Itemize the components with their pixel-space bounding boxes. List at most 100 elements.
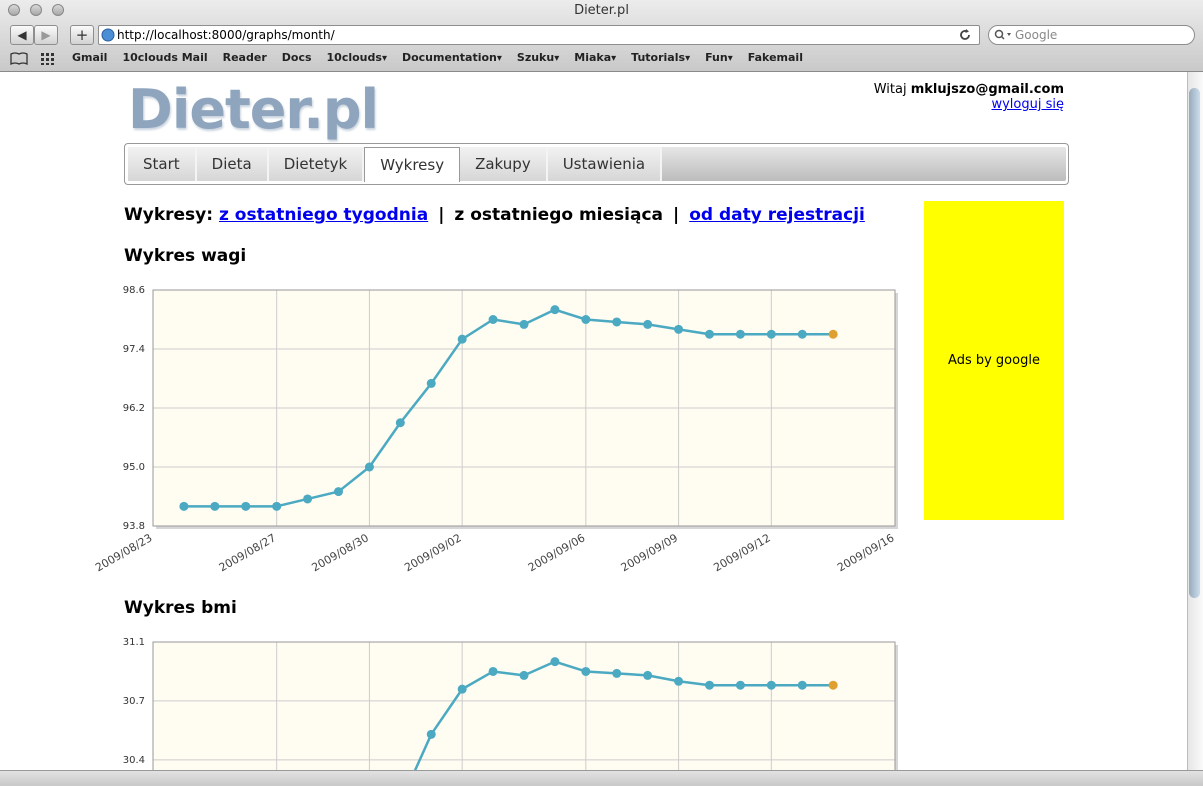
data-point — [705, 680, 714, 690]
x-tick-label: 2009/09/02 — [402, 531, 463, 574]
y-tick-label: 98.6 — [123, 285, 145, 296]
data-point — [241, 501, 251, 511]
nav-tab[interactable]: Start — [128, 147, 197, 181]
graphs-menu-label: Wykresy: — [124, 205, 214, 225]
bookmark[interactable]: Tutorials — [631, 51, 690, 64]
range-link[interactable]: z ostatniego tygodnia — [218, 205, 429, 225]
data-point — [519, 670, 529, 680]
bookmark[interactable]: Docs — [281, 51, 312, 64]
url-field[interactable]: http://localhost:8000/graphs/month/ — [98, 25, 980, 45]
close-button[interactable] — [8, 4, 20, 16]
search-icon — [994, 29, 1011, 40]
data-line — [413, 660, 834, 770]
separator: | — [673, 205, 680, 225]
charts: Wykres wagi 93.8 95.0 96.2 97.4 98.6 2009/08/2… — [93, 246, 898, 770]
scroll-thumb[interactable] — [1189, 88, 1200, 598]
nav-tab[interactable]: Dieta — [196, 147, 269, 181]
data-point — [797, 680, 807, 690]
x-tick-label: 2009/09/09 — [619, 531, 680, 574]
bookmark[interactable]: Gmail — [72, 51, 108, 64]
data-point — [766, 329, 776, 339]
nav-tab[interactable]: Zakupy — [460, 147, 548, 181]
forward-button[interactable]: ▶ — [34, 25, 58, 45]
data-point — [303, 494, 313, 504]
x-tick-label: 2009/08/27 — [217, 531, 278, 574]
minimize-button[interactable] — [30, 4, 42, 16]
nav-tab[interactable]: Dietetyk — [268, 147, 365, 181]
logout-link[interactable]: wyloguj się — [991, 97, 1064, 112]
plot-border — [152, 289, 896, 527]
y-tick-label: 97.4 — [123, 344, 145, 355]
y-tick-label: 30.4 — [123, 755, 145, 766]
current-range: z ostatniego miesiąca — [454, 205, 664, 225]
search-field[interactable]: Google — [988, 25, 1195, 45]
globe-icon — [101, 28, 115, 42]
user-box: Witaj mklujszo@gmail.com wyloguj się — [874, 82, 1064, 112]
bookmarks-bar: Gmail 10clouds Mail Reader Docs 10clouds Docu… — [72, 51, 803, 64]
data-point — [828, 680, 838, 690]
data-point — [457, 334, 467, 344]
data-point — [272, 501, 282, 511]
nav-tab[interactable]: Ustawienia — [547, 147, 663, 181]
bookmark[interactable]: Fun — [705, 51, 733, 64]
data-point — [612, 668, 622, 678]
logo[interactable]: Dieter.pl — [128, 78, 379, 141]
greeting: Witaj — [873, 82, 907, 97]
bookmark[interactable]: Szuku — [517, 51, 559, 64]
y-tick-label: 93.8 — [123, 521, 145, 532]
data-point — [705, 329, 714, 339]
data-point — [643, 319, 653, 329]
plot-border — [152, 641, 896, 770]
range-link[interactable]: od daty rejestracji — [689, 205, 865, 225]
data-point — [457, 684, 467, 694]
bookmark-icons — [10, 52, 54, 66]
data-point — [519, 319, 529, 329]
nav-bar: Start Dieta Dietetyk Wykresy Zakupy Ustawieni… — [128, 147, 1066, 182]
user-email: mklujszo@gmail.com — [910, 82, 1064, 97]
data-point — [766, 680, 776, 690]
data-point — [581, 315, 591, 324]
data-point — [426, 378, 436, 388]
data-point — [395, 418, 405, 428]
bookmark[interactable]: 10clouds — [327, 51, 387, 64]
data-point — [612, 317, 622, 327]
web-content: Dieter.pl Witaj mklujszo@gmail.com wylog… — [0, 72, 1187, 770]
data-point — [210, 501, 220, 511]
nav-tab[interactable]: Wykresy — [364, 147, 461, 182]
window-title: Dieter.pl — [574, 3, 629, 18]
chart-title: Wykres wagi — [124, 246, 246, 266]
x-tick-label: 2009/09/12 — [711, 531, 772, 574]
back-button[interactable]: ◀ — [10, 25, 34, 45]
data-point — [735, 680, 745, 690]
data-point — [550, 657, 560, 667]
status-bar — [0, 770, 1203, 786]
data-point — [674, 676, 684, 686]
browser-chrome: Dieter.pl ◀ ▶ + http://localhost:8000/gr… — [0, 0, 1203, 72]
data-point — [828, 329, 838, 339]
data-point — [674, 324, 684, 334]
bookmark[interactable]: Miaka — [574, 51, 616, 64]
x-tick-label: 2009/08/30 — [310, 531, 371, 574]
data-point — [488, 315, 498, 324]
data-point — [797, 329, 807, 339]
data-point — [488, 666, 498, 676]
bookmark[interactable]: Documentation — [402, 51, 502, 64]
bookmark[interactable]: Fakemail — [747, 51, 803, 64]
url: http://localhost:8000/graphs/month/ — [117, 28, 335, 42]
zoom-button[interactable] — [52, 4, 64, 16]
reload-icon[interactable] — [958, 28, 972, 42]
data-point — [364, 462, 374, 472]
data-point — [550, 305, 560, 315]
graphs-menu: Wykresy: z ostatniego tygodnia | z ostatni… — [124, 205, 865, 225]
search-placeholder: Google — [1015, 28, 1058, 42]
add-bookmark-button[interactable]: + — [70, 25, 94, 45]
data-point — [643, 670, 653, 680]
bookmark[interactable]: 10clouds Mail — [122, 51, 208, 64]
ad-box[interactable]: Ads by google — [924, 201, 1064, 520]
separator: | — [438, 205, 445, 225]
data-point — [735, 329, 745, 339]
bookmark[interactable]: Reader — [222, 51, 267, 64]
chart-title: Wykres bmi — [124, 598, 237, 618]
data-line — [183, 308, 834, 508]
